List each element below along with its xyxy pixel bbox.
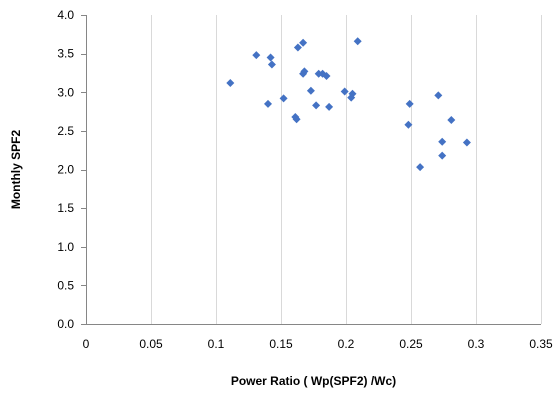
tick-labels: 0 0.05 0.1 0.15 0.2 0.25 0.3 0.35 0.0 0.5 1.0 1.5 2.… xyxy=(57,8,553,351)
data-point xyxy=(299,38,308,47)
data-point xyxy=(300,67,309,76)
y-tick-label: 2.0 xyxy=(57,163,74,177)
data-point xyxy=(340,87,349,96)
x-tick-label: 0.05 xyxy=(139,337,163,351)
data-point xyxy=(293,43,302,52)
x-tick-label: 0.35 xyxy=(529,337,553,351)
y-tick-label: 3.5 xyxy=(57,47,74,61)
y-tick-label: 3.0 xyxy=(57,85,74,99)
x-tick-label: 0.2 xyxy=(338,337,355,351)
data-point xyxy=(322,72,331,81)
data-point xyxy=(405,99,414,108)
y-tick-label: 0.5 xyxy=(57,278,74,292)
data-point xyxy=(438,137,447,146)
x-tick-label: 0 xyxy=(83,337,90,351)
data-points xyxy=(226,37,471,172)
data-point xyxy=(348,89,357,98)
data-point xyxy=(252,51,261,60)
y-tick-label: 1.0 xyxy=(57,240,74,254)
data-point xyxy=(264,99,272,108)
data-point xyxy=(404,120,413,129)
data-point xyxy=(226,78,235,87)
x-tick-label: 0.3 xyxy=(468,337,485,351)
data-point xyxy=(434,91,443,100)
y-tick-label: 0.0 xyxy=(57,317,74,331)
x-tick-label: 0.15 xyxy=(269,337,293,351)
x-axis-title: Power Ratio ( Wp(SPF2) /Wc) xyxy=(231,374,396,388)
data-point xyxy=(325,102,334,111)
data-point xyxy=(312,101,321,110)
data-point xyxy=(438,151,447,160)
x-tick-label: 0.1 xyxy=(208,337,225,351)
data-point xyxy=(447,116,456,125)
y-tick-label: 4.0 xyxy=(57,8,74,22)
data-point xyxy=(266,53,275,62)
data-point xyxy=(292,115,301,124)
y-tick-label: 1.5 xyxy=(57,201,74,215)
y-axis-title: Monthly SPF2 xyxy=(9,130,23,210)
data-point xyxy=(353,37,362,46)
data-point xyxy=(416,163,425,172)
data-point xyxy=(462,138,471,147)
gridlines xyxy=(151,15,542,324)
x-tick-label: 0.25 xyxy=(399,337,423,351)
data-point xyxy=(279,94,288,103)
data-point xyxy=(267,60,276,69)
data-point xyxy=(306,86,315,95)
axes xyxy=(81,15,541,325)
y-tick-label: 2.5 xyxy=(57,124,74,138)
